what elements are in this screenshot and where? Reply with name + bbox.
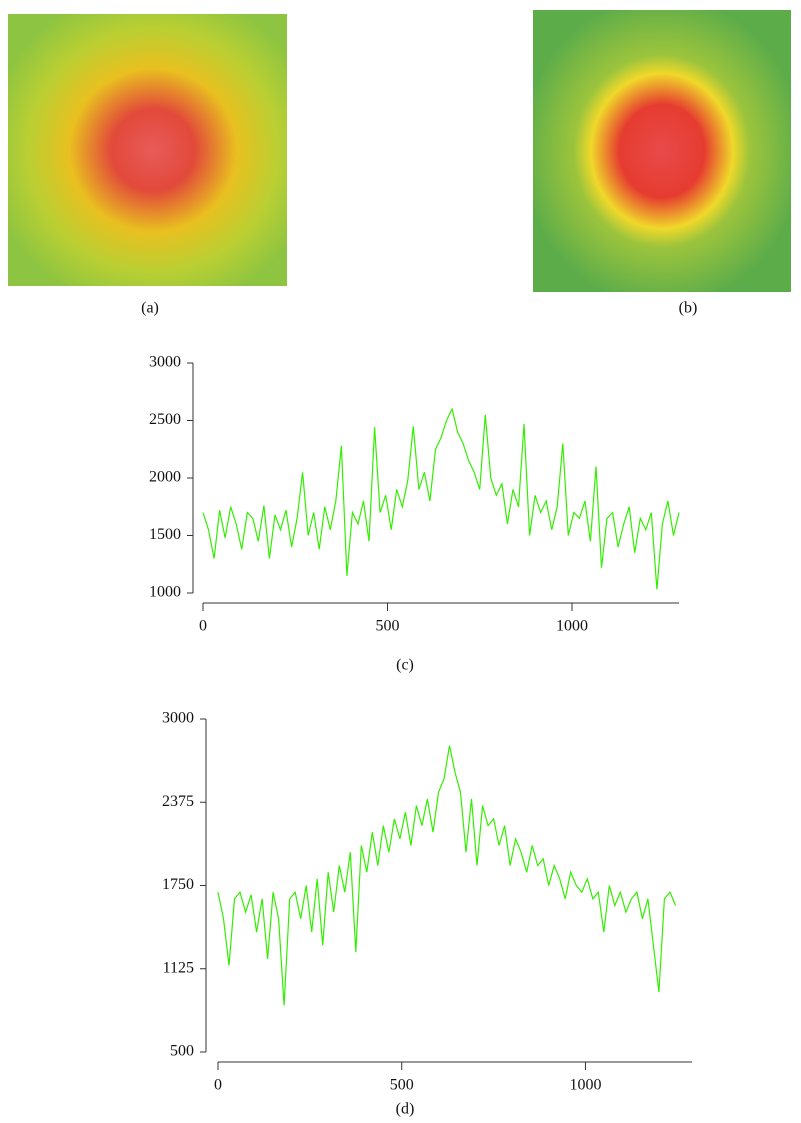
caption: (b) — [679, 300, 698, 317]
y-tick-label: 1125 — [163, 959, 194, 976]
caption: (c) — [396, 657, 414, 674]
x-tick-label: 1000 — [569, 1077, 601, 1094]
x-tick-label: 0 — [214, 1077, 222, 1094]
caption: (d) — [396, 1101, 415, 1118]
y-tick-label: 3000 — [162, 710, 194, 727]
line — [202, 407, 680, 590]
y-tick-label: 1000 — [149, 584, 181, 601]
y-tick-label: 1750 — [162, 876, 194, 893]
y-tick-label: 3000 — [149, 354, 181, 371]
y-tick-label: 2500 — [149, 411, 181, 428]
y-tick-label: 500 — [170, 1043, 194, 1060]
y-tick-label: 1500 — [149, 526, 181, 543]
x-tick-label: 0 — [199, 618, 207, 635]
x-tick-label: 1000 — [556, 618, 588, 635]
line — [217, 745, 677, 1006]
y-tick-label: 2000 — [149, 469, 181, 486]
image-b — [533, 10, 791, 292]
x-tick-label: 500 — [375, 618, 399, 635]
caption: (a) — [141, 300, 159, 317]
y-tick-label: 2375 — [162, 793, 194, 810]
image-a — [8, 14, 287, 286]
x-tick-label: 500 — [390, 1077, 414, 1094]
